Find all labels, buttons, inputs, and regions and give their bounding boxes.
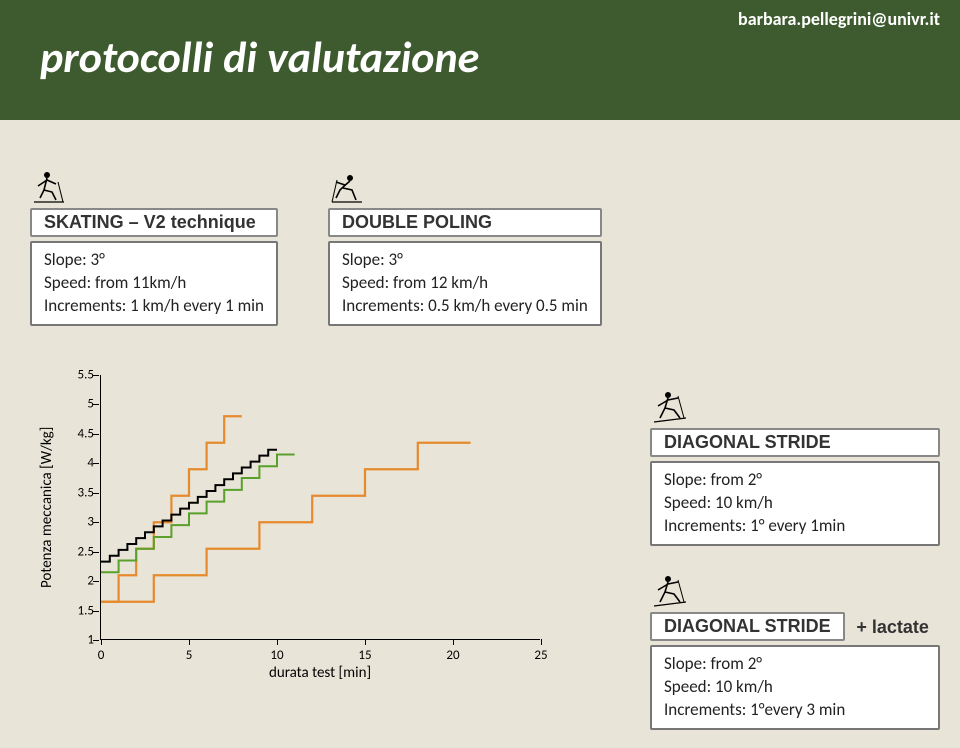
- d1-incr: Increments: 1° every 1min: [664, 515, 926, 538]
- diagonal-icon: [650, 572, 690, 612]
- chart-xlabel: durata test [min]: [100, 664, 540, 682]
- doublepoling-label: DOUBLE POLING: [328, 208, 602, 237]
- dp-slope: Slope: 3°: [342, 249, 588, 272]
- doublepoling-desc: Slope: 3° Speed: from 12 km/h Increments…: [328, 241, 602, 326]
- dp-speed: Speed: from 12 km/h: [342, 272, 588, 295]
- skating-incr: Increments: 1 km/h every 1 min: [44, 295, 264, 318]
- xtick: [101, 639, 102, 645]
- chart-region: Potenza meccanica [W/kg] 11.522.533.544.…: [30, 370, 590, 680]
- xtick: [189, 639, 190, 645]
- d2-speed: Speed: 10 km/h: [664, 676, 926, 699]
- poling-icon: [328, 168, 368, 208]
- series-diagonal_1min: [101, 416, 242, 602]
- skier-icon: [30, 168, 70, 208]
- dp-incr: Increments: 0.5 km/h every 0.5 min: [342, 295, 588, 318]
- power-chart: Potenza meccanica [W/kg] 11.522.533.544.…: [30, 370, 590, 680]
- series-double_poling: [101, 450, 277, 562]
- xtick: [541, 639, 542, 645]
- page-title: protocolli di valutazione: [40, 30, 479, 84]
- diagonal2-block: DIAGONAL STRIDE + lactate Slope: from 2°…: [650, 564, 940, 730]
- ytick-label: 1: [66, 633, 94, 648]
- xtick: [453, 639, 454, 645]
- lactate-label: + lactate: [856, 617, 929, 638]
- ytick-label: 5: [66, 397, 94, 412]
- skating-slope: Slope: 3°: [44, 249, 264, 272]
- skating-desc: Slope: 3° Speed: from 11km/h Increments:…: [30, 241, 278, 326]
- xtick-label: 10: [270, 648, 283, 663]
- d1-slope: Slope: from 2°: [664, 469, 926, 492]
- xtick: [277, 639, 278, 645]
- diagonal1-label: DIAGONAL STRIDE: [650, 428, 940, 457]
- chart-ylabel: Potenza meccanica [W/kg]: [38, 375, 56, 640]
- chart-series: [101, 375, 541, 640]
- series-skating: [101, 455, 295, 573]
- d2-incr: Increments: 1°every 3 min: [664, 699, 926, 722]
- ytick-label: 2.5: [66, 544, 94, 559]
- d1-speed: Speed: 10 km/h: [664, 492, 926, 515]
- xtick: [365, 639, 366, 645]
- diagonal1-desc: Slope: from 2° Speed: 10 km/h Increments…: [650, 461, 940, 546]
- xtick-label: 15: [358, 648, 371, 663]
- chart-plot-area: 11.522.533.544.555.50510152025: [100, 375, 540, 640]
- xtick-label: 25: [534, 648, 547, 663]
- diagonal1-block: DIAGONAL STRIDE Slope: from 2° Speed: 10…: [650, 380, 940, 546]
- xtick-label: 20: [446, 648, 459, 663]
- ytick-label: 4.5: [66, 426, 94, 441]
- contact-email: barbara.pellegrini@univr.it: [738, 8, 940, 30]
- skating-speed: Speed: from 11km/h: [44, 272, 264, 295]
- xtick-label: 0: [98, 648, 105, 663]
- ytick-label: 3: [66, 515, 94, 530]
- top-row: SKATING – V2 technique Slope: 3° Speed: …: [30, 160, 602, 326]
- diagonal2-desc: Slope: from 2° Speed: 10 km/h Increments…: [650, 645, 940, 730]
- xtick-label: 5: [186, 648, 193, 663]
- ytick-label: 1.5: [66, 603, 94, 618]
- ytick-label: 4: [66, 456, 94, 471]
- ytick-label: 2: [66, 574, 94, 589]
- right-column: DIAGONAL STRIDE Slope: from 2° Speed: 10…: [650, 380, 940, 748]
- ytick-label: 3.5: [66, 485, 94, 500]
- d2-slope: Slope: from 2°: [664, 653, 926, 676]
- skating-label: SKATING – V2 technique: [30, 208, 278, 237]
- diagonal-icon: [650, 388, 690, 428]
- diagonal2-label: DIAGONAL STRIDE: [650, 612, 845, 641]
- ytick-label: 5.5: [66, 368, 94, 383]
- doublepoling-block: DOUBLE POLING Slope: 3° Speed: from 12 k…: [328, 160, 602, 326]
- skating-block: SKATING – V2 technique Slope: 3° Speed: …: [30, 160, 278, 326]
